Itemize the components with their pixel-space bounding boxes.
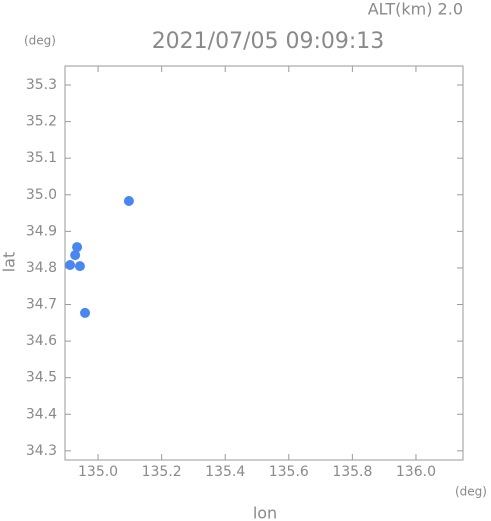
echo-point (74, 261, 85, 272)
x-unit: (deg) (455, 485, 487, 499)
y-tick-label: 35.2 (26, 114, 57, 130)
plot-frame (64, 65, 464, 461)
x-axis-label: lon (253, 504, 277, 521)
echo-point (123, 195, 134, 206)
x-tick-label: 136.0 (396, 464, 436, 480)
y-tick-label: 35.0 (26, 187, 57, 203)
altitude-label: ALT(km) 2.0 (368, 0, 463, 19)
y-tick-label: 34.7 (26, 297, 57, 313)
x-tick-label: 135.2 (142, 464, 182, 480)
y-tick-label: 34.4 (26, 406, 57, 422)
x-tick-label: 135.8 (332, 464, 372, 480)
y-tick-label: 34.9 (26, 223, 57, 239)
y-tick-label: 34.8 (26, 260, 57, 276)
x-tick-label: 135.0 (78, 464, 118, 480)
y-tick-label: 34.5 (26, 370, 57, 386)
echo-point (65, 260, 76, 271)
x-tick-label: 135.6 (269, 464, 309, 480)
y-tick-label: 35.1 (26, 150, 57, 166)
y-tick-label: 34.3 (26, 443, 57, 459)
echo-point (70, 250, 81, 261)
echo-point (80, 307, 91, 318)
y-tick-label: 34.6 (26, 333, 57, 349)
chart-title: 2021/07/05 09:09:13 (152, 29, 385, 54)
y-unit: (deg) (24, 34, 56, 48)
x-tick-label: 135.4 (205, 464, 245, 480)
y-axis-label: lat (0, 252, 19, 273)
echo-point (72, 242, 83, 253)
y-tick-label: 35.3 (26, 77, 57, 93)
